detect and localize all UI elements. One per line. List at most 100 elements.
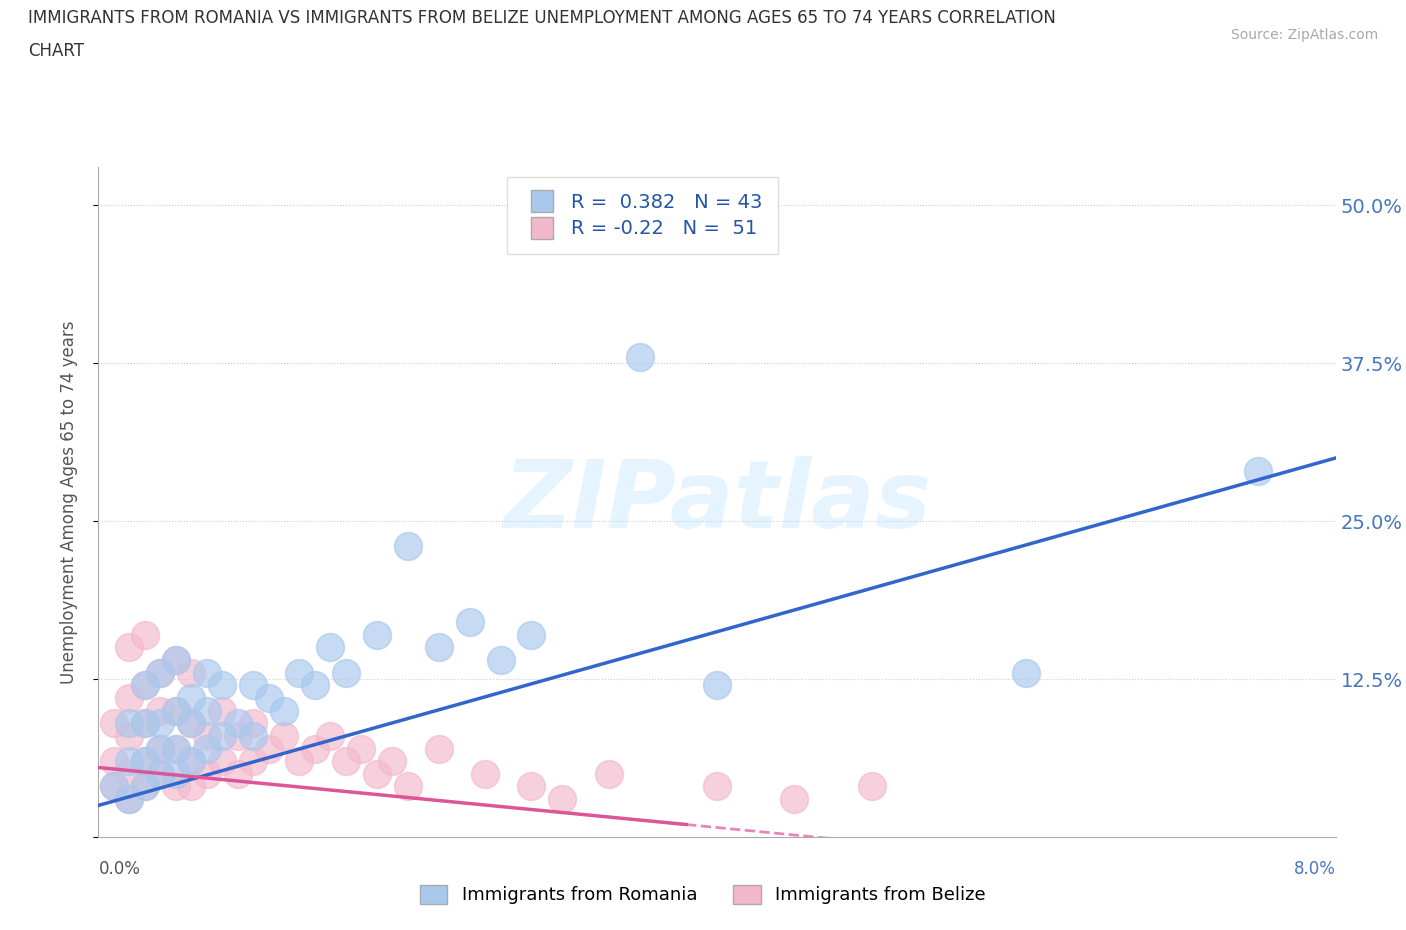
Point bbox=[211, 678, 233, 693]
Point bbox=[706, 678, 728, 693]
Point bbox=[350, 741, 373, 756]
Point bbox=[134, 779, 156, 794]
Point bbox=[165, 703, 187, 718]
Point bbox=[242, 728, 264, 743]
Point bbox=[134, 678, 156, 693]
Point bbox=[520, 628, 543, 643]
Point bbox=[165, 741, 187, 756]
Point bbox=[165, 703, 187, 718]
Text: CHART: CHART bbox=[28, 42, 84, 60]
Point bbox=[304, 678, 326, 693]
Point bbox=[195, 741, 218, 756]
Point bbox=[319, 640, 342, 655]
Point bbox=[180, 779, 202, 794]
Point bbox=[273, 728, 295, 743]
Point bbox=[211, 753, 233, 768]
Point bbox=[165, 741, 187, 756]
Point bbox=[273, 703, 295, 718]
Point bbox=[366, 766, 388, 781]
Text: IMMIGRANTS FROM ROMANIA VS IMMIGRANTS FROM BELIZE UNEMPLOYMENT AMONG AGES 65 TO : IMMIGRANTS FROM ROMANIA VS IMMIGRANTS FR… bbox=[28, 9, 1056, 27]
Point bbox=[226, 766, 249, 781]
Point bbox=[396, 539, 419, 554]
Point bbox=[149, 716, 172, 731]
Point bbox=[118, 640, 141, 655]
Y-axis label: Unemployment Among Ages 65 to 74 years: Unemployment Among Ages 65 to 74 years bbox=[59, 321, 77, 684]
Point bbox=[211, 728, 233, 743]
Point bbox=[165, 766, 187, 781]
Point bbox=[165, 653, 187, 668]
Point bbox=[288, 665, 311, 680]
Point bbox=[783, 791, 806, 806]
Point bbox=[706, 779, 728, 794]
Point bbox=[149, 665, 172, 680]
Point bbox=[335, 665, 357, 680]
Point bbox=[458, 615, 481, 630]
Point bbox=[134, 753, 156, 768]
Point bbox=[118, 716, 141, 731]
Point bbox=[1015, 665, 1038, 680]
Text: Source: ZipAtlas.com: Source: ZipAtlas.com bbox=[1230, 28, 1378, 42]
Point bbox=[134, 753, 156, 768]
Point bbox=[134, 678, 156, 693]
Point bbox=[427, 640, 450, 655]
Point bbox=[118, 791, 141, 806]
Point bbox=[118, 753, 141, 768]
Point bbox=[149, 703, 172, 718]
Point bbox=[165, 653, 187, 668]
Point bbox=[257, 691, 280, 706]
Point bbox=[149, 766, 172, 781]
Point bbox=[1247, 463, 1270, 478]
Point bbox=[103, 753, 125, 768]
Point bbox=[242, 753, 264, 768]
Point bbox=[335, 753, 357, 768]
Point bbox=[319, 728, 342, 743]
Point bbox=[628, 350, 651, 365]
Point bbox=[427, 741, 450, 756]
Point bbox=[288, 753, 311, 768]
Point bbox=[103, 779, 125, 794]
Point bbox=[180, 691, 202, 706]
Point bbox=[381, 753, 404, 768]
Point bbox=[118, 766, 141, 781]
Point bbox=[180, 665, 202, 680]
Point bbox=[134, 628, 156, 643]
Point bbox=[195, 766, 218, 781]
Point bbox=[149, 741, 172, 756]
Point bbox=[520, 779, 543, 794]
Point bbox=[180, 716, 202, 731]
Point bbox=[242, 678, 264, 693]
Point bbox=[103, 716, 125, 731]
Point bbox=[134, 716, 156, 731]
Point bbox=[195, 728, 218, 743]
Point bbox=[180, 716, 202, 731]
Point bbox=[195, 703, 218, 718]
Point bbox=[551, 791, 574, 806]
Point bbox=[149, 766, 172, 781]
Point bbox=[118, 728, 141, 743]
Legend: Immigrants from Romania, Immigrants from Belize: Immigrants from Romania, Immigrants from… bbox=[413, 878, 993, 911]
Point bbox=[366, 628, 388, 643]
Point bbox=[396, 779, 419, 794]
Point bbox=[165, 779, 187, 794]
Point bbox=[860, 779, 883, 794]
Text: 0.0%: 0.0% bbox=[98, 860, 141, 878]
Text: 8.0%: 8.0% bbox=[1294, 860, 1336, 878]
Point bbox=[598, 766, 620, 781]
Point bbox=[304, 741, 326, 756]
Point bbox=[226, 728, 249, 743]
Point bbox=[180, 753, 202, 768]
Point bbox=[149, 665, 172, 680]
Point bbox=[195, 665, 218, 680]
Point bbox=[242, 716, 264, 731]
Point bbox=[118, 691, 141, 706]
Point bbox=[118, 791, 141, 806]
Point bbox=[474, 766, 496, 781]
Point bbox=[489, 653, 512, 668]
Point bbox=[180, 753, 202, 768]
Point bbox=[211, 703, 233, 718]
Point bbox=[134, 779, 156, 794]
Point bbox=[257, 741, 280, 756]
Point bbox=[226, 716, 249, 731]
Point bbox=[149, 741, 172, 756]
Legend: R =  0.382   N = 43, R = -0.22   N =  51: R = 0.382 N = 43, R = -0.22 N = 51 bbox=[508, 177, 779, 254]
